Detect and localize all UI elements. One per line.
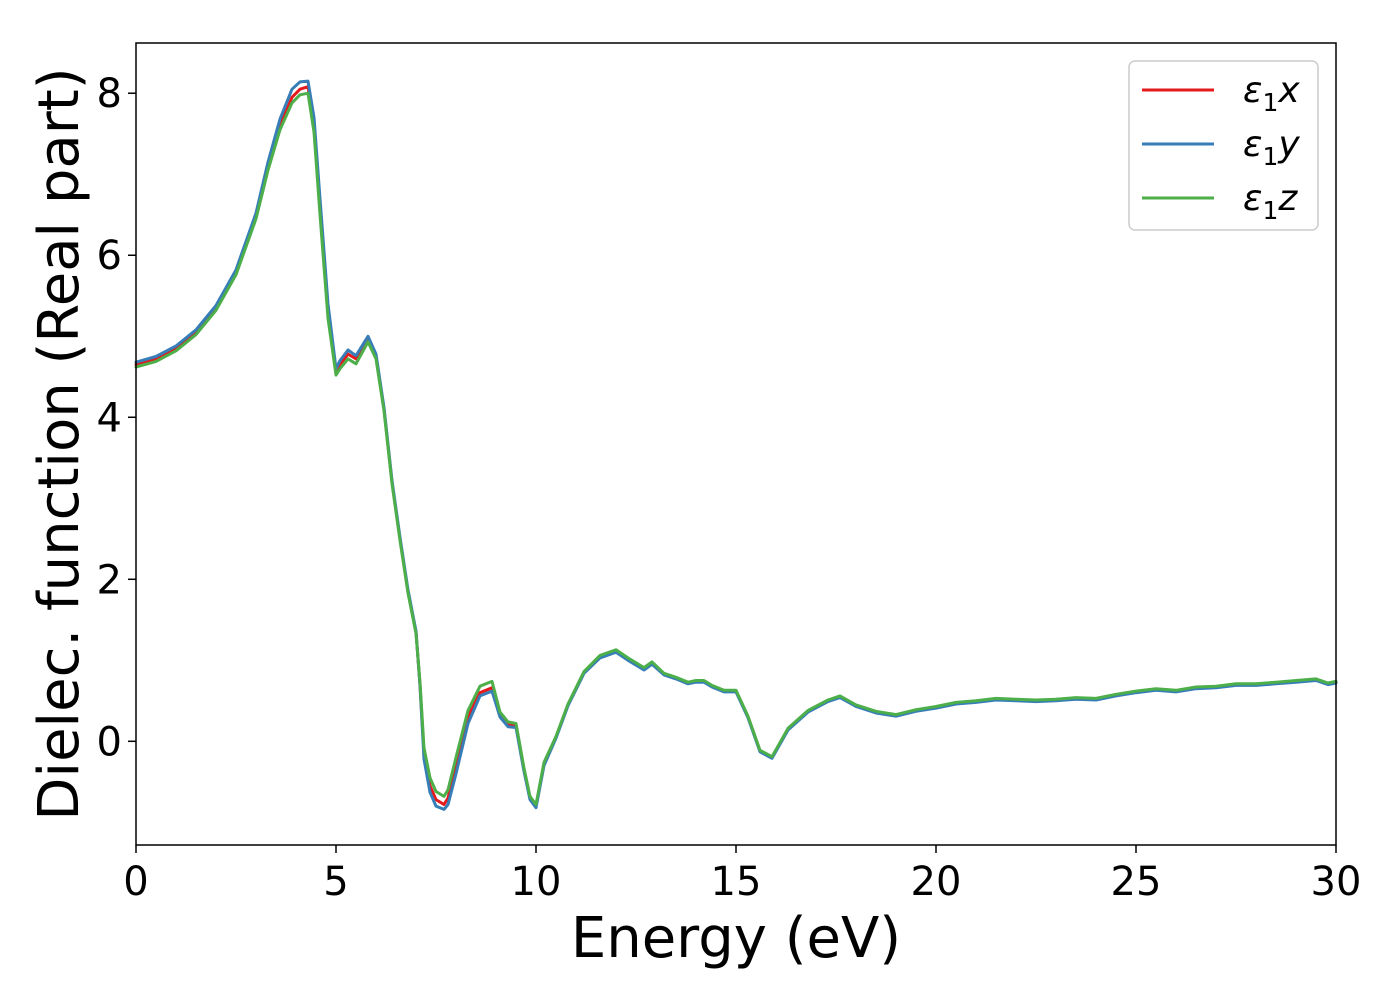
y-axis-label: Dielec. function (Real part)	[27, 67, 92, 820]
legend-box	[1128, 60, 1319, 231]
series-line-z	[134, 91, 1338, 806]
y-tick-label: 2	[97, 557, 122, 603]
legend-label-z: ε1z	[1243, 178, 1298, 225]
legend-label-y: ε1y	[1243, 124, 1300, 171]
x-tick-label: 10	[511, 859, 562, 905]
x-tick-label: 20	[911, 859, 962, 905]
x-tick-label: 15	[711, 859, 762, 905]
x-tick-label: 25	[1111, 859, 1162, 905]
legend: ε1x ε1y ε1z	[1128, 60, 1319, 231]
x-tick-label: 0	[123, 859, 148, 905]
y-tick-label: 6	[97, 233, 122, 279]
y-tick-label: 4	[97, 395, 122, 441]
y-tick-label: 8	[97, 71, 122, 117]
legend-label-x: ε1x	[1243, 70, 1300, 117]
y-tick-label: 0	[97, 719, 122, 765]
x-axis-label: Energy (eV)	[571, 906, 901, 971]
y-axis-ticks: 0 2 4 6 8	[97, 71, 136, 765]
x-axis-ticks: 0 5 10 15 20 25 30	[123, 845, 1361, 905]
x-tick-label: 5	[323, 859, 348, 905]
x-tick-label: 30	[1311, 859, 1362, 905]
series-layer	[134, 79, 1338, 811]
